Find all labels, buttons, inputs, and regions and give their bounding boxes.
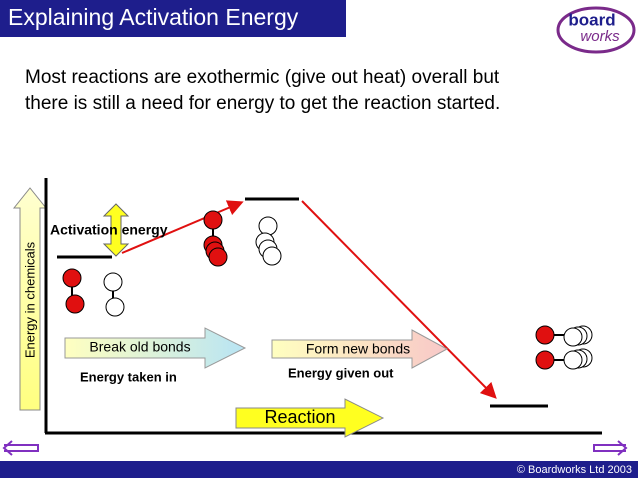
logo-text: works <box>580 28 620 45</box>
activation-label: Activation energy <box>50 222 168 238</box>
form-arrow <box>271 329 449 369</box>
title: Explaining Activation Energy <box>8 4 299 30</box>
logo <box>556 6 636 54</box>
molecules <box>62 210 593 370</box>
given-out-label: Energy given out <box>288 365 394 380</box>
break-label: Break old bonds <box>89 339 190 355</box>
taken-in-label: Energy taken in <box>80 369 177 384</box>
reaction-path <box>121 200 244 254</box>
y-axis-arrow <box>12 187 48 411</box>
copyright: © Boardworks Ltd 2003 <box>517 464 632 476</box>
reaction-arrow <box>235 398 385 438</box>
form-label: Form new bonds <box>306 341 410 357</box>
nav-next[interactable] <box>593 440 628 456</box>
footer-bar <box>0 461 638 478</box>
intro-line: there is still a need for energy to get … <box>25 93 500 114</box>
logo-text: board <box>568 10 615 29</box>
reaction-path <box>301 200 497 399</box>
activation-arrow <box>102 203 130 257</box>
y-axis-label: Energy in chemicals <box>22 241 37 358</box>
nav-back[interactable] <box>2 440 39 456</box>
x-axis-label: Reaction <box>264 407 335 427</box>
title-bar <box>0 0 346 37</box>
break-arrow <box>64 327 247 369</box>
intro-line: Most reactions are exothermic (give out … <box>25 67 500 88</box>
